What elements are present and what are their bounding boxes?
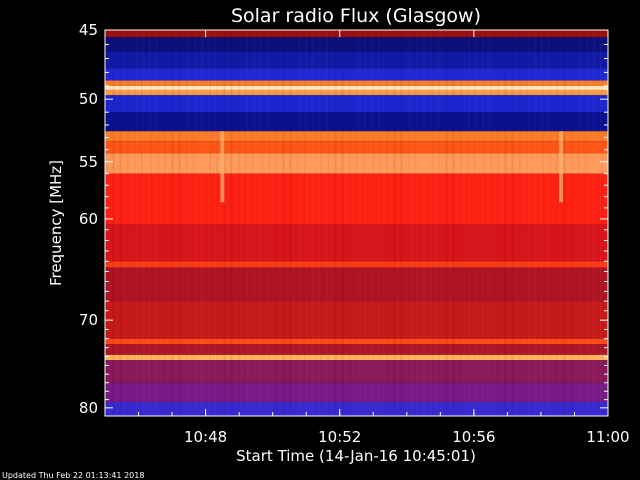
y-tick-label: 60 bbox=[79, 210, 98, 228]
frequency-band-22 bbox=[105, 402, 608, 416]
frequency-band-17 bbox=[105, 338, 608, 345]
x-tick-label: 10:48 bbox=[184, 428, 227, 446]
frequency-band-9 bbox=[105, 131, 608, 142]
frequency-band-1 bbox=[105, 37, 608, 52]
frequency-band-12 bbox=[105, 173, 608, 225]
frequency-band-11 bbox=[105, 153, 608, 174]
y-axis-ticks: 45 50 55 60 70 80 bbox=[79, 21, 608, 417]
frequency-band-15 bbox=[105, 267, 608, 302]
frequency-band-6 bbox=[105, 89, 608, 96]
frequency-band-4 bbox=[105, 80, 608, 86]
burst-layer bbox=[220, 131, 564, 203]
spectrogram-texture bbox=[104, 32, 603, 414]
frequency-band-19 bbox=[105, 354, 608, 361]
radio-burst-0 bbox=[220, 131, 225, 203]
frequency-band-7 bbox=[105, 95, 608, 113]
frequency-band-0 bbox=[105, 30, 608, 38]
frequency-band-5 bbox=[105, 85, 608, 90]
x-axis-ticks: 10:48 10:52 10:56 11:00 bbox=[104, 30, 630, 446]
frequency-band-3 bbox=[105, 68, 608, 81]
y-tick-label: 80 bbox=[79, 399, 98, 417]
x-axis-label: Start Time (14-Jan-16 10:45:01) bbox=[236, 447, 476, 465]
x-tick-label: 11:00 bbox=[586, 428, 629, 446]
y-tick-label: 70 bbox=[79, 311, 98, 329]
frequency-band-14 bbox=[105, 261, 608, 268]
y-tick-label: 50 bbox=[79, 90, 98, 108]
y-tick-label: 45 bbox=[79, 21, 98, 39]
plot-frame bbox=[104, 29, 609, 417]
frequency-band-2 bbox=[105, 51, 608, 69]
frequency-band-20 bbox=[105, 360, 608, 383]
y-axis-label: Frequency [MHz] bbox=[47, 160, 65, 286]
x-tick-label: 10:56 bbox=[452, 428, 495, 446]
updated-timestamp: Updated Thu Feb 22 01:13:41 2018 bbox=[2, 471, 144, 480]
frequency-band-16 bbox=[105, 301, 608, 339]
chart-title: Solar radio Flux (Glasgow) bbox=[231, 5, 481, 27]
frequency-band-13 bbox=[105, 224, 608, 262]
frequency-band-21 bbox=[105, 382, 608, 403]
frequency-band-18 bbox=[105, 344, 608, 355]
plot-area bbox=[104, 30, 608, 416]
frequency-band-10 bbox=[105, 141, 608, 154]
frequency-band-8 bbox=[105, 112, 608, 132]
y-tick-label: 55 bbox=[79, 153, 98, 171]
x-tick-label: 10:52 bbox=[318, 428, 361, 446]
radio-burst-1 bbox=[559, 131, 564, 203]
